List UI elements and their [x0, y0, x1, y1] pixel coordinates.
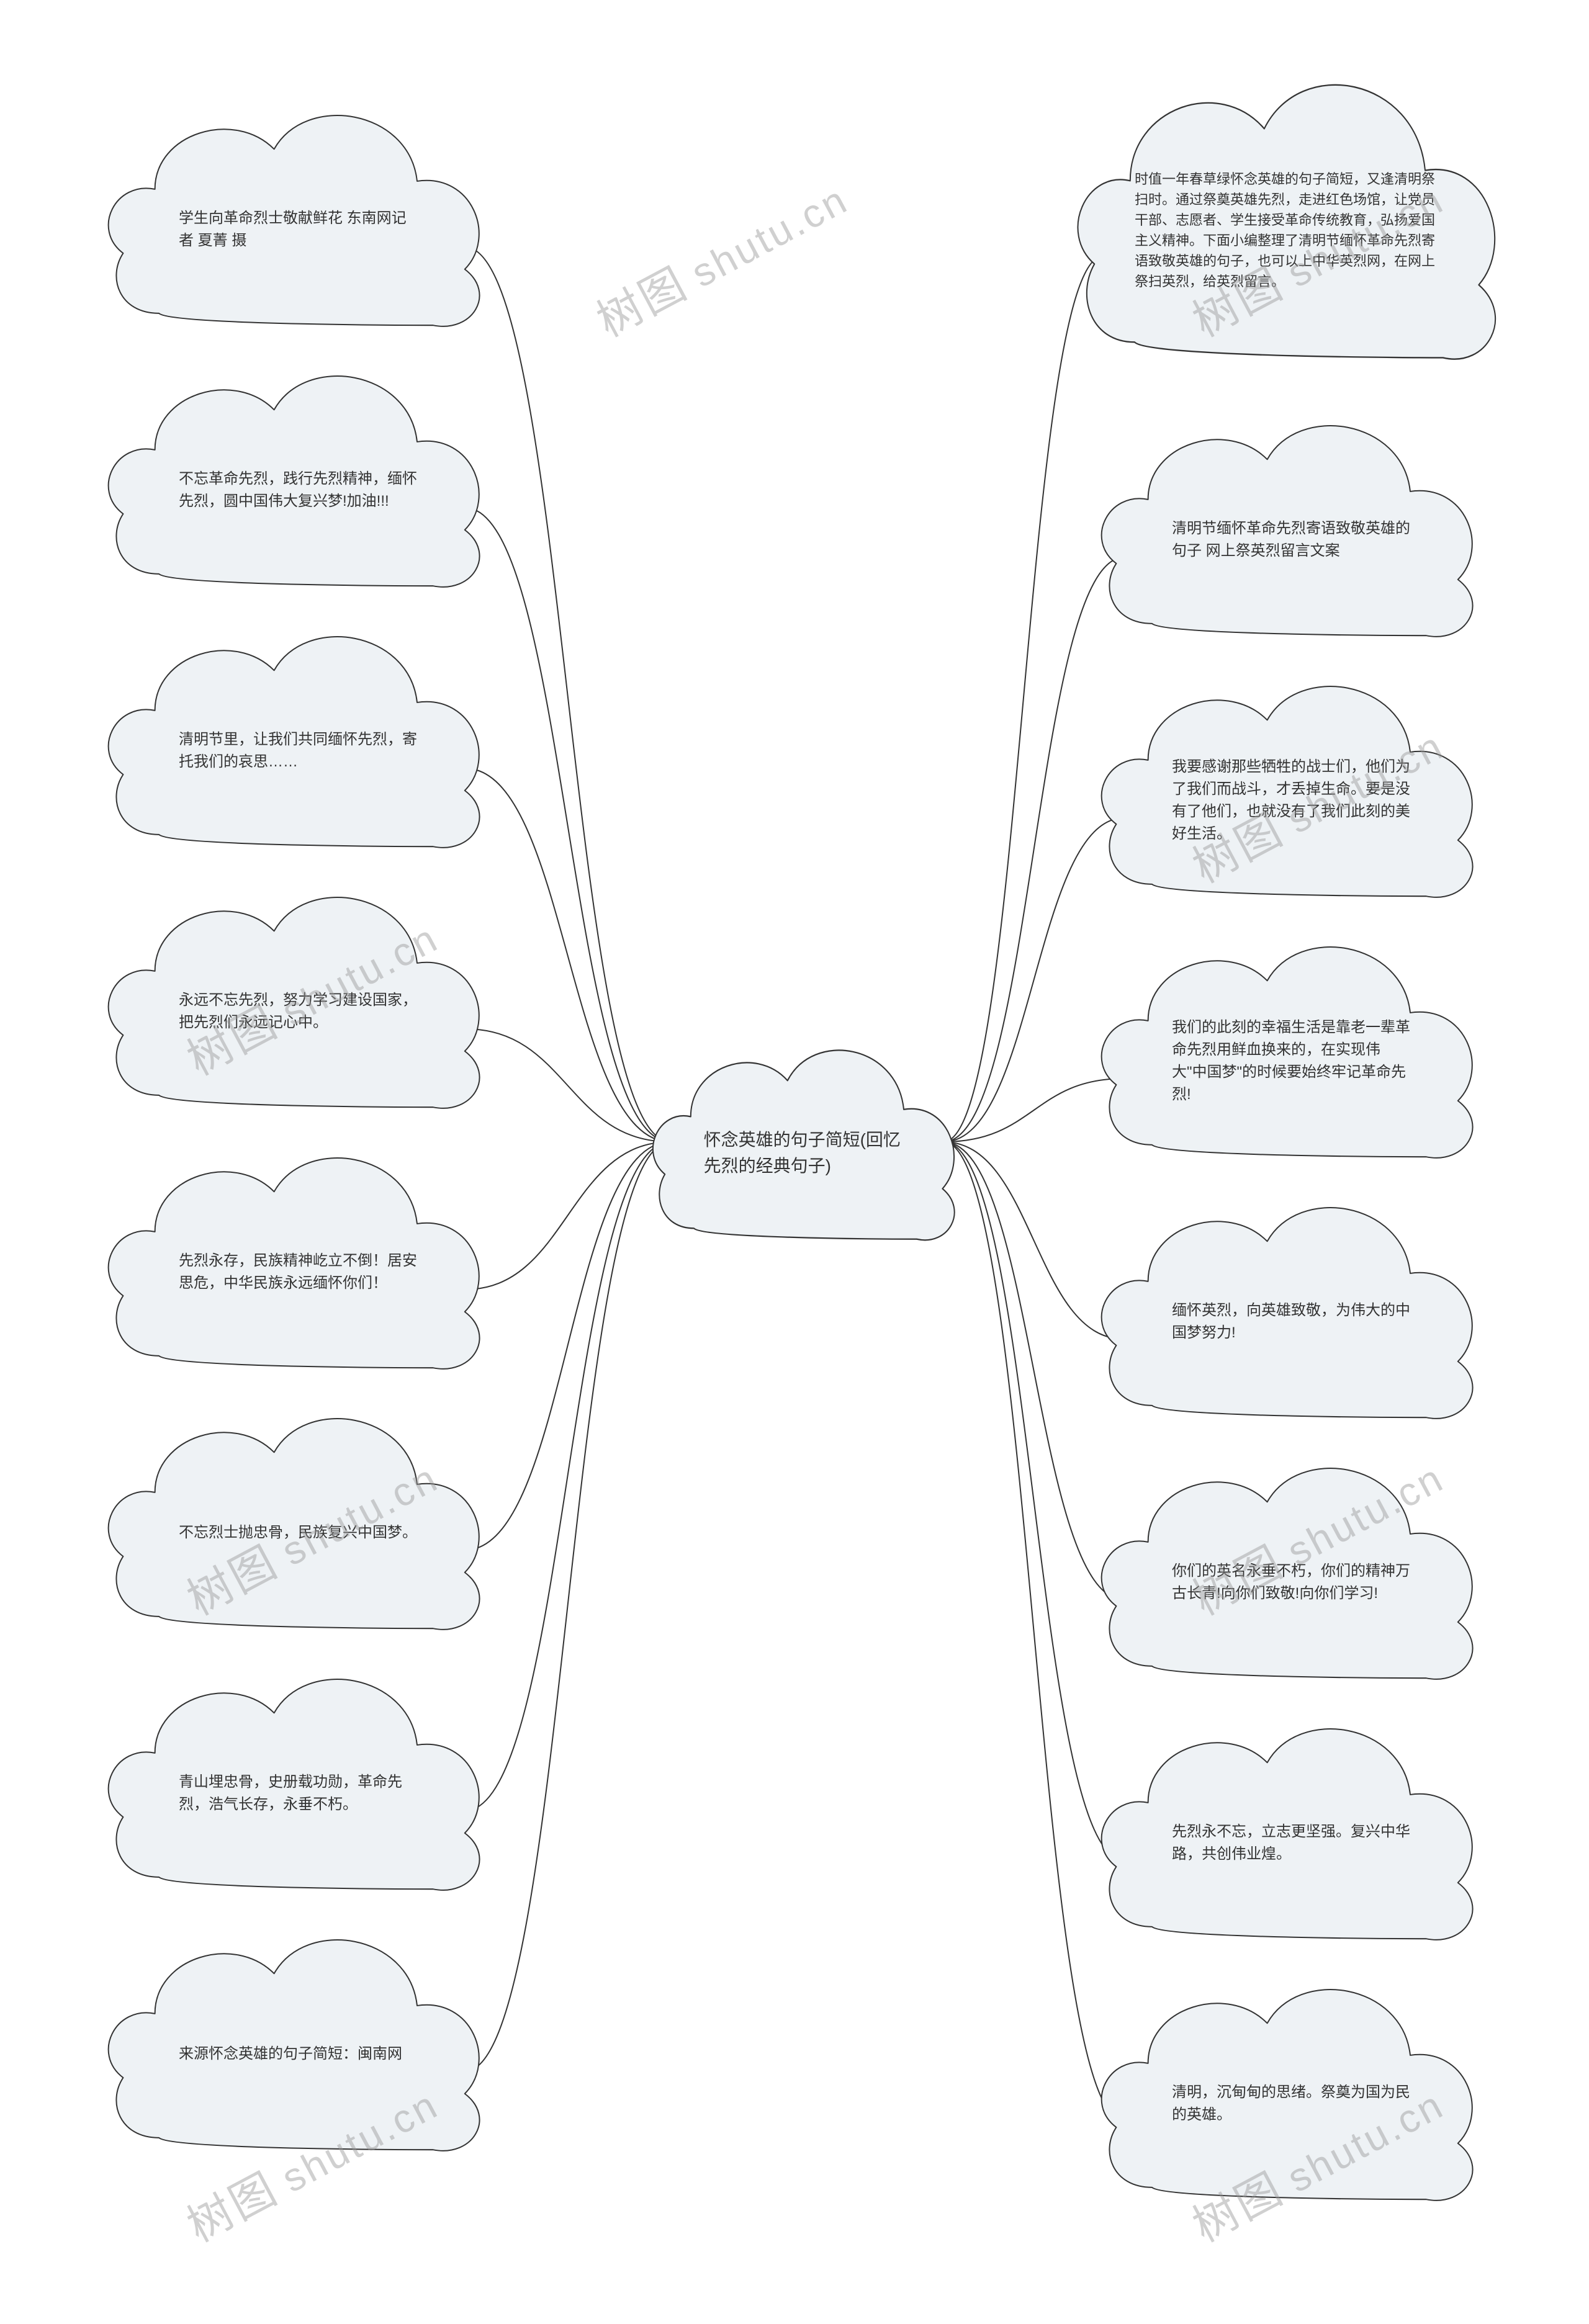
right-node-7: 先烈永不忘，立志更坚强。复兴中华路，共创伟业煌。 [1092, 1707, 1490, 1955]
left-node-3-text: 清明节里，让我们共同缅怀先烈，寄托我们的哀思…… [99, 729, 497, 773]
left-node-5: 先烈永存，民族精神屹立不倒！居安思危，中华民族永远缅怀你们！ [99, 1136, 497, 1384]
left-node-2-text: 不忘革命先烈，践行先烈精神，缅怀先烈，圆中国伟大复兴梦!加油!!! [99, 468, 497, 513]
right-node-8-text: 清明，沉甸甸的思绪。祭奠为国为民的英雄。 [1092, 2081, 1490, 2126]
left-node-5-text: 先烈永存，民族精神屹立不倒！居安思危，中华民族永远缅怀你们！ [99, 1250, 497, 1294]
left-node-7: 青山埋忠骨，史册载功勋，革命先烈，浩气长存，永垂不朽。 [99, 1657, 497, 1905]
root-node-text: 怀念英雄的句子简短(回忆先烈的经典句子) [646, 1127, 968, 1179]
left-node-1: 学生向革命烈士敬献鲜花 东南网记者 夏菁 摄 [99, 93, 497, 341]
right-node-3-text: 我要感谢那些牺牲的战士们，他们为了我们而战斗，才丢掉生命。要是没有了他们，也就没… [1092, 756, 1490, 845]
root-node: 怀念英雄的句子简短(回忆先烈的经典句子) [646, 1030, 968, 1254]
left-node-2: 不忘革命先烈，践行先烈精神，缅怀先烈，圆中国伟大复兴梦!加油!!! [99, 354, 497, 602]
right-node-4: 我们的此刻的幸福生活是靠老一辈革命先烈用鲜血换来的，在实现伟大"中国梦"的时候要… [1092, 925, 1490, 1173]
right-node-5-text: 缅怀英烈，向英雄致敬，为伟大的中国梦努力! [1092, 1299, 1490, 1344]
left-node-3: 清明节里，让我们共同缅怀先烈，寄托我们的哀思…… [99, 614, 497, 863]
right-node-6: 你们的英名永垂不朽，你们的精神万古长青!向你们致敬!向你们学习! [1092, 1446, 1490, 1694]
right-node-2-text: 清明节缅怀革命先烈寄语致敬英雄的句子 网上祭英烈留言文案 [1092, 518, 1490, 562]
right-node-1: 时值一年春草绿怀念英雄的句子简短，又逢清明祭扫时。通过祭奠英雄先烈，走进红色场馆… [1068, 56, 1515, 379]
watermark: 树图shutu.cn [583, 163, 857, 349]
left-node-4: 永远不忘先烈，努力学习建设国家，把先烈们永远记心中。 [99, 875, 497, 1123]
right-node-6-text: 你们的英名永垂不朽，你们的精神万古长青!向你们致敬!向你们学习! [1092, 1560, 1490, 1605]
left-node-8-text: 来源怀念英雄的句子简短：闽南网 [99, 2043, 497, 2065]
left-node-7-text: 青山埋忠骨，史册载功勋，革命先烈，浩气长存，永垂不朽。 [99, 1771, 497, 1816]
left-node-6: 不忘烈士抛忠骨，民族复兴中国梦。 [99, 1396, 497, 1644]
left-node-6-text: 不忘烈士抛忠骨，民族复兴中国梦。 [99, 1522, 497, 1544]
right-node-2: 清明节缅怀革命先烈寄语致敬英雄的句子 网上祭英烈留言文案 [1092, 403, 1490, 652]
left-node-1-text: 学生向革命烈士敬献鲜花 东南网记者 夏菁 摄 [99, 207, 497, 252]
right-node-1-text: 时值一年春草绿怀念英雄的句子简短，又逢清明祭扫时。通过祭奠英雄先烈，走进红色场馆… [1068, 169, 1515, 292]
left-node-8: 来源怀念英雄的句子简短：闽南网 [99, 1918, 497, 2166]
left-node-4-text: 永远不忘先烈，努力学习建设国家，把先烈们永远记心中。 [99, 989, 497, 1034]
right-node-4-text: 我们的此刻的幸福生活是靠老一辈革命先烈用鲜血换来的，在实现伟大"中国梦"的时候要… [1092, 1016, 1490, 1106]
right-node-5: 缅怀英烈，向英雄致敬，为伟大的中国梦努力! [1092, 1185, 1490, 1433]
canvas: 怀念英雄的句子简短(回忆先烈的经典句子) 学生向革命烈士敬献鲜花 东南网记者 夏… [0, 0, 1589, 2324]
right-node-8: 清明，沉甸甸的思绪。祭奠为国为民的英雄。 [1092, 1967, 1490, 2215]
right-node-3: 我要感谢那些牺牲的战士们，他们为了我们而战斗，才丢掉生命。要是没有了他们，也就没… [1092, 664, 1490, 912]
right-node-7-text: 先烈永不忘，立志更坚强。复兴中华路，共创伟业煌。 [1092, 1821, 1490, 1865]
